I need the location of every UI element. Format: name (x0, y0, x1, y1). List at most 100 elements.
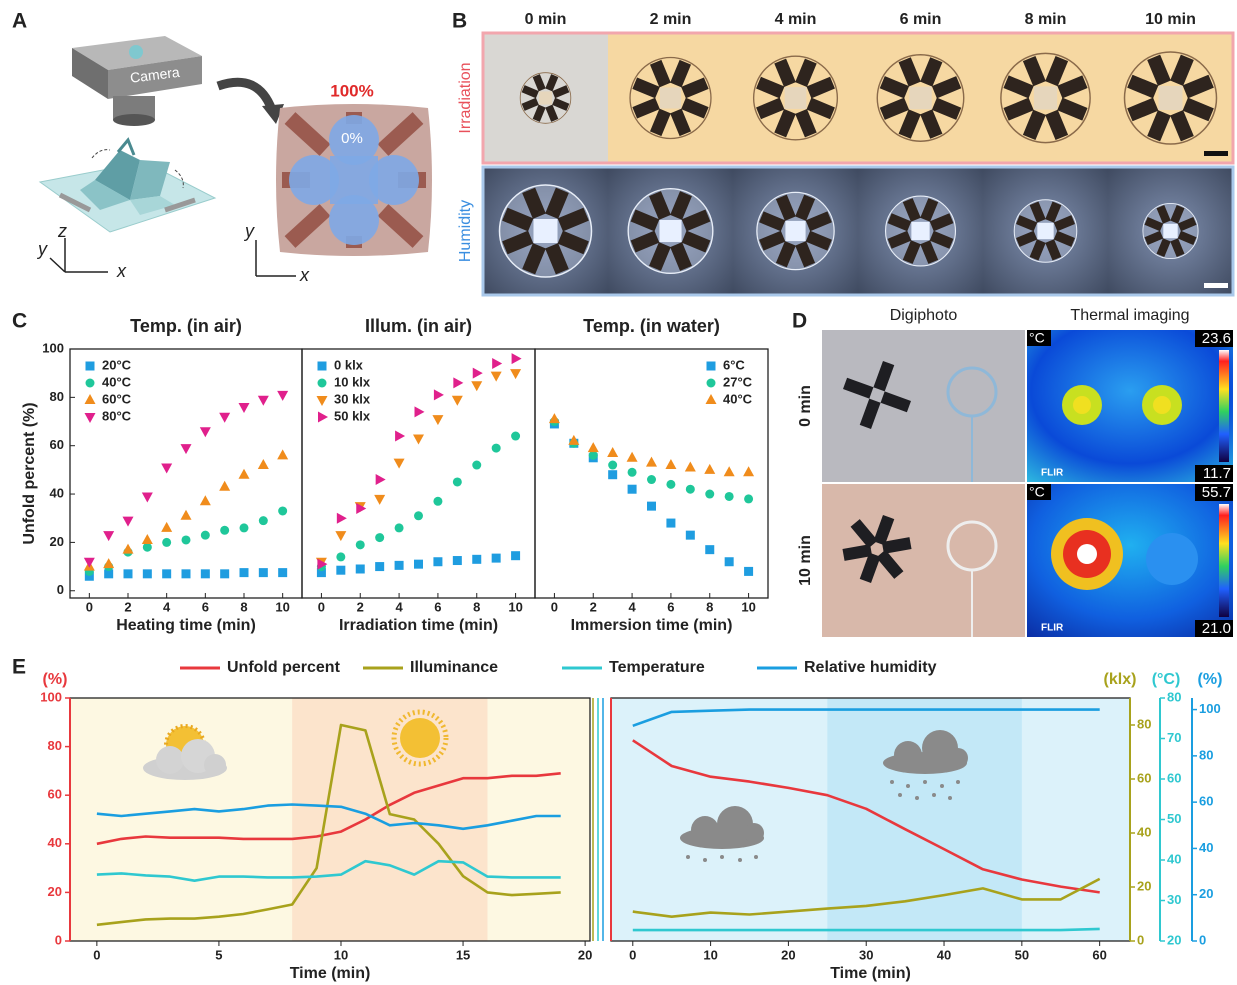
x-tick-label: 4 (628, 599, 636, 614)
specimen (886, 196, 956, 266)
shape (894, 741, 922, 769)
specimen (757, 192, 834, 269)
heat-blob (1077, 544, 1097, 564)
camera-brand: FLIR (1041, 623, 1064, 634)
data-point (628, 485, 637, 494)
shape (129, 45, 143, 59)
x-tick-label: 0 (93, 947, 100, 962)
data-point (413, 434, 424, 444)
data-point (686, 485, 695, 494)
x-tick-label: 2 (590, 599, 597, 614)
data-point (744, 567, 753, 576)
chart-title: Illum. (in air) (365, 316, 472, 336)
y-tick-label: 100 (1199, 701, 1221, 716)
top-view-diagram (276, 104, 432, 256)
data-point (162, 538, 171, 547)
specimen (500, 185, 592, 277)
x-tick-label: 0 (86, 599, 93, 614)
data-point (743, 466, 754, 476)
y-tick-label: 40 (50, 485, 64, 500)
x-axis-label: Time (min) (290, 965, 371, 982)
y-tick-label: 20 (1137, 878, 1151, 893)
data-point (200, 427, 211, 437)
data-point (627, 452, 638, 462)
legend-label: 20°C (102, 357, 132, 372)
y-axis-label: (°C) (1152, 671, 1181, 688)
y-axis-label: (%) (1198, 671, 1223, 688)
scale-bar (1204, 283, 1228, 288)
x-tick-label: 10 (508, 599, 522, 614)
data-point (433, 557, 442, 566)
y-tick-label: 0 (57, 582, 64, 597)
shape (113, 114, 155, 126)
shape (956, 780, 960, 784)
y-tick-label: 30 (1167, 892, 1181, 907)
x-tick-label: 20 (578, 947, 592, 962)
x-tick-label: 30 (859, 947, 873, 962)
x-tick-label: 2 (357, 599, 364, 614)
data-point (453, 377, 463, 388)
shape (923, 780, 927, 784)
y-tick-label: 100 (42, 340, 64, 355)
data-point (395, 431, 405, 442)
photo (822, 330, 1025, 482)
legend-label: 30 klx (334, 391, 371, 406)
data-line (633, 929, 1100, 930)
x-tick-label: 2 (124, 599, 131, 614)
shape (754, 855, 758, 859)
row-label: 10 min (797, 535, 814, 586)
data-point (415, 406, 425, 417)
y-tick-label: 100 (40, 689, 62, 704)
x-tick-label: 10 (741, 599, 755, 614)
x-axis-label: Heating time (min) (116, 617, 256, 634)
y-tick-label: 80 (1199, 747, 1213, 762)
data-point (492, 358, 502, 369)
x-tick-label: 4 (163, 599, 171, 614)
shape (703, 858, 707, 862)
data-point (375, 533, 384, 542)
data-point (685, 461, 696, 471)
data-point (124, 569, 133, 578)
legend-label: Illuminance (410, 659, 498, 676)
data-point (589, 451, 598, 460)
shaded-band (292, 698, 487, 941)
shape (898, 793, 902, 797)
y-tick-label: 20 (50, 534, 64, 549)
data-point (182, 569, 191, 578)
data-point (142, 492, 153, 502)
shape (948, 748, 968, 768)
shape (204, 754, 226, 776)
data-point (724, 466, 735, 476)
y-tick-label: 80 (1137, 716, 1151, 731)
data-point (492, 444, 501, 453)
specimen-center (539, 91, 552, 104)
data-point (201, 531, 210, 540)
axis-letter: y (36, 239, 48, 259)
data-point (103, 531, 114, 541)
y-tick-label: 60 (1167, 770, 1181, 785)
x-axis-label: Irradiation time (min) (339, 617, 498, 634)
color-scale (1219, 350, 1229, 462)
data-point (666, 480, 675, 489)
legend-marker (86, 379, 95, 388)
axes-3d (50, 238, 108, 272)
y-tick-label: 40 (1199, 840, 1213, 855)
data-point (607, 447, 618, 457)
data-point (123, 517, 134, 527)
data-point (725, 492, 734, 501)
x-tick-label: 0 (551, 599, 558, 614)
data-point (511, 551, 520, 560)
specimen-center (909, 87, 932, 110)
data-point (608, 461, 617, 470)
shape (156, 746, 184, 774)
shape (691, 816, 719, 844)
column-label: Digiphoto (890, 307, 958, 324)
data-point (277, 391, 288, 401)
legend-label: 10 klx (334, 374, 371, 389)
data-point (278, 568, 287, 577)
data-point (491, 372, 502, 382)
legend-marker (318, 412, 328, 423)
time-label: 6 min (900, 11, 942, 28)
data-point (705, 490, 714, 499)
data-point (628, 468, 637, 477)
